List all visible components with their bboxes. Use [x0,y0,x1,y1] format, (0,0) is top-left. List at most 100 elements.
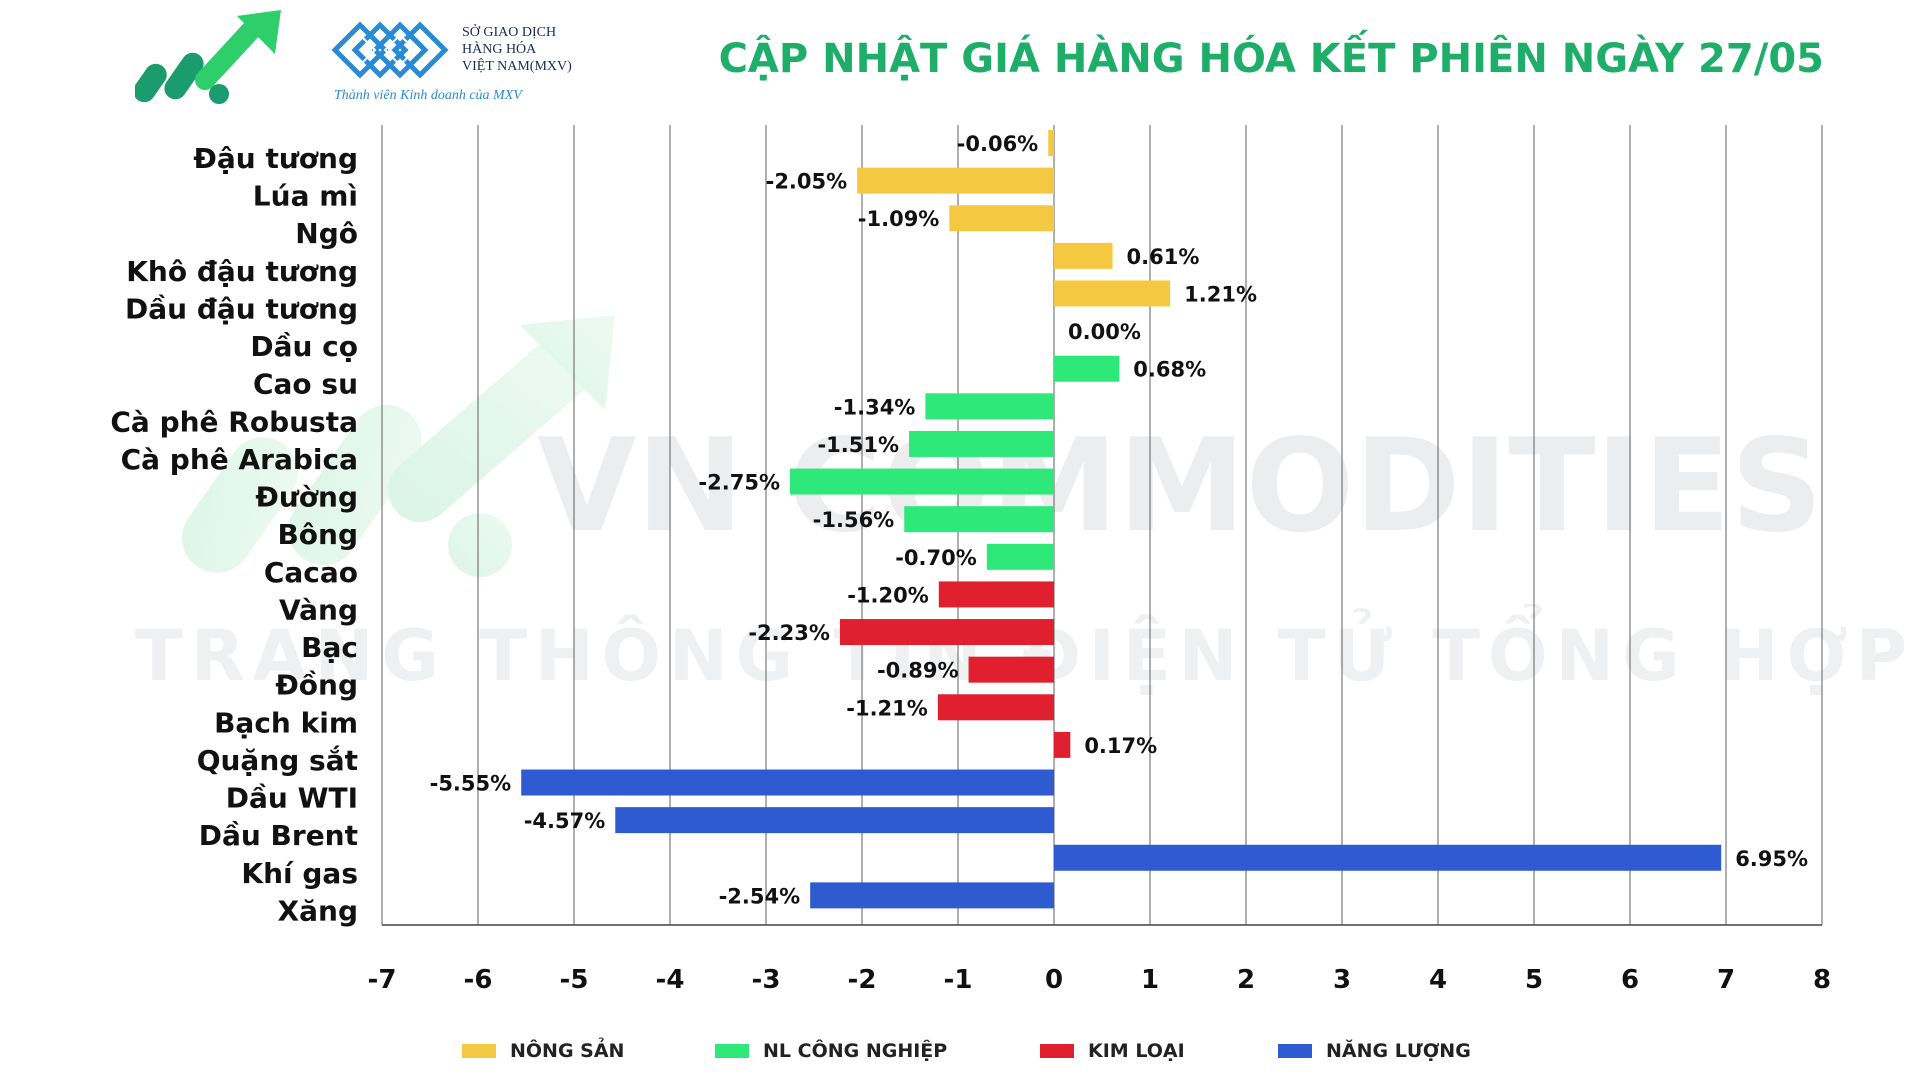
x-tick-label: 0 [1045,965,1063,995]
category-label: Lúa mì [253,180,358,213]
category-label: Bạc [301,631,358,664]
category-label: Ngô [295,217,358,250]
legend-swatch [1040,1044,1074,1058]
bar [1054,355,1120,382]
vn-commodities-logo-icon [135,10,281,104]
category-label: Đồng [275,669,358,702]
category-labels: Đậu tương Lúa mì Ngô Khô đậu tương Dầu đậu t… [110,142,358,927]
legend-swatch [462,1044,496,1058]
x-tick-label: -5 [560,965,589,995]
legend-label: NĂNG LƯỢNG [1326,1040,1471,1062]
category-label: Bông [277,518,358,551]
header: SỞ GIAO DỊCH HÀNG HÓA VIỆT NAM(MXV) Thàn… [0,0,1920,120]
value-label: 0.68% [1133,358,1206,382]
bar [521,769,1054,796]
value-label: 1.21% [1184,282,1257,306]
x-tick-label: 4 [1429,965,1447,995]
x-tick-label: 7 [1717,965,1735,995]
legend-label: KIM LOẠI [1088,1040,1185,1062]
legend-item: NĂNG LƯỢNG [1278,1040,1471,1062]
mxv-logo-icon [331,21,449,79]
category-label: Quặng sắt [197,744,358,777]
x-tick-label: -6 [464,965,493,995]
legend-label: NL CÔNG NGHIỆP [763,1040,948,1062]
value-label: -2.75% [698,471,780,495]
bar [790,468,1054,495]
legend-swatch [1278,1044,1312,1058]
value-label: -5.55% [430,772,512,796]
value-label: -1.20% [847,583,929,607]
category-label: Khí gas [241,857,358,890]
value-labels: -0.06% -2.05% -1.09% 0.61% 1.21% 0.00% 0.68% -1… [430,132,1808,908]
legend-label: NÔNG SẢN [510,1040,625,1062]
watermark-logo-icon [182,315,615,577]
category-label: Xăng [278,894,358,927]
bars [521,130,1722,909]
category-label: Bạch kim [214,706,358,739]
value-label: -1.34% [834,395,916,419]
bar [937,694,1054,721]
x-tick-label: 6 [1621,965,1639,995]
value-label: -1.56% [813,508,895,532]
category-label: Dầu Brent [199,819,358,852]
category-label: Dầu cọ [250,330,358,363]
mxv-line-3: VIỆT NAM(MXV) [462,59,572,74]
x-tick-label: 2 [1237,965,1255,995]
mxv-line-1: SỞ GIAO DỊCH [462,25,557,40]
legend-item: NL CÔNG NGHIỆP [715,1040,947,1062]
category-label: Cà phê Arabica [121,443,358,476]
bar [810,882,1054,909]
bar [1054,731,1071,758]
x-tick-label: 1 [1141,965,1159,995]
chart-title: CẬP NHẬT GIÁ HÀNG HÓA KẾT PHIÊN NGÀY 27/… [718,36,1824,82]
x-tick-label: -2 [848,965,877,995]
legend-item: KIM LOẠI [1040,1040,1185,1062]
bar [1054,242,1113,269]
mxv-tagline: Thành viên Kinh doanh của MXV [334,88,522,103]
x-tick-label: -1 [944,965,973,995]
category-label: Cà phê Robusta [110,405,358,438]
x-tick-label: -3 [752,965,781,995]
value-label: -0.89% [877,659,959,683]
category-label: Khô đậu tương [126,255,358,288]
value-label: -4.57% [524,809,606,833]
watermark-subtitle: TRANG THÔNG TIN ĐIỆN TỬ TỔNG HỢP [135,604,1915,697]
category-label: Cacao [264,556,358,589]
value-label: 0.61% [1127,245,1200,269]
bar [909,430,1054,457]
bar [1054,280,1171,307]
watermark-title: VN COMMODITIES [537,412,1823,561]
bar [968,656,1054,683]
bar [1048,130,1054,156]
x-tick-label: -4 [656,965,685,995]
value-label: -1.51% [817,433,899,457]
bar [857,167,1054,194]
bar [904,506,1054,533]
value-label: -2.54% [719,884,801,908]
bar [986,543,1054,570]
x-tick-label: 8 [1813,965,1831,995]
bar [925,393,1054,420]
x-tick-label: 5 [1525,965,1543,995]
bar [615,807,1054,834]
bar-chart: VN COMMODITIES TRANG THÔNG TIN ĐIỆN TỬ T… [110,125,1915,995]
value-label: 0.17% [1084,734,1157,758]
value-label: 6.95% [1735,847,1808,871]
legend-swatch [715,1044,749,1058]
x-tick-label: 3 [1333,965,1351,995]
bar [1054,844,1722,871]
x-axis-ticks: -7 -6 -5 -4 -3 -2 -1 0 1 2 3 4 5 6 7 8 [368,965,1831,995]
value-label: -1.21% [846,696,928,720]
value-label: -1.09% [858,207,940,231]
mxv-name: SỞ GIAO DỊCH HÀNG HÓA VIỆT NAM(MXV) [462,24,572,75]
value-label: -2.05% [766,170,848,194]
value-label: -0.06% [957,132,1039,156]
bar [949,205,1054,232]
category-label: Đậu tương [193,142,358,175]
value-label: 0.00% [1068,320,1141,344]
category-label: Vàng [279,593,358,626]
bar [839,619,1054,646]
category-label: Dầu đậu tương [125,292,358,325]
category-label: Dầu WTI [226,782,358,815]
legend-item: NÔNG SẢN [462,1040,624,1062]
